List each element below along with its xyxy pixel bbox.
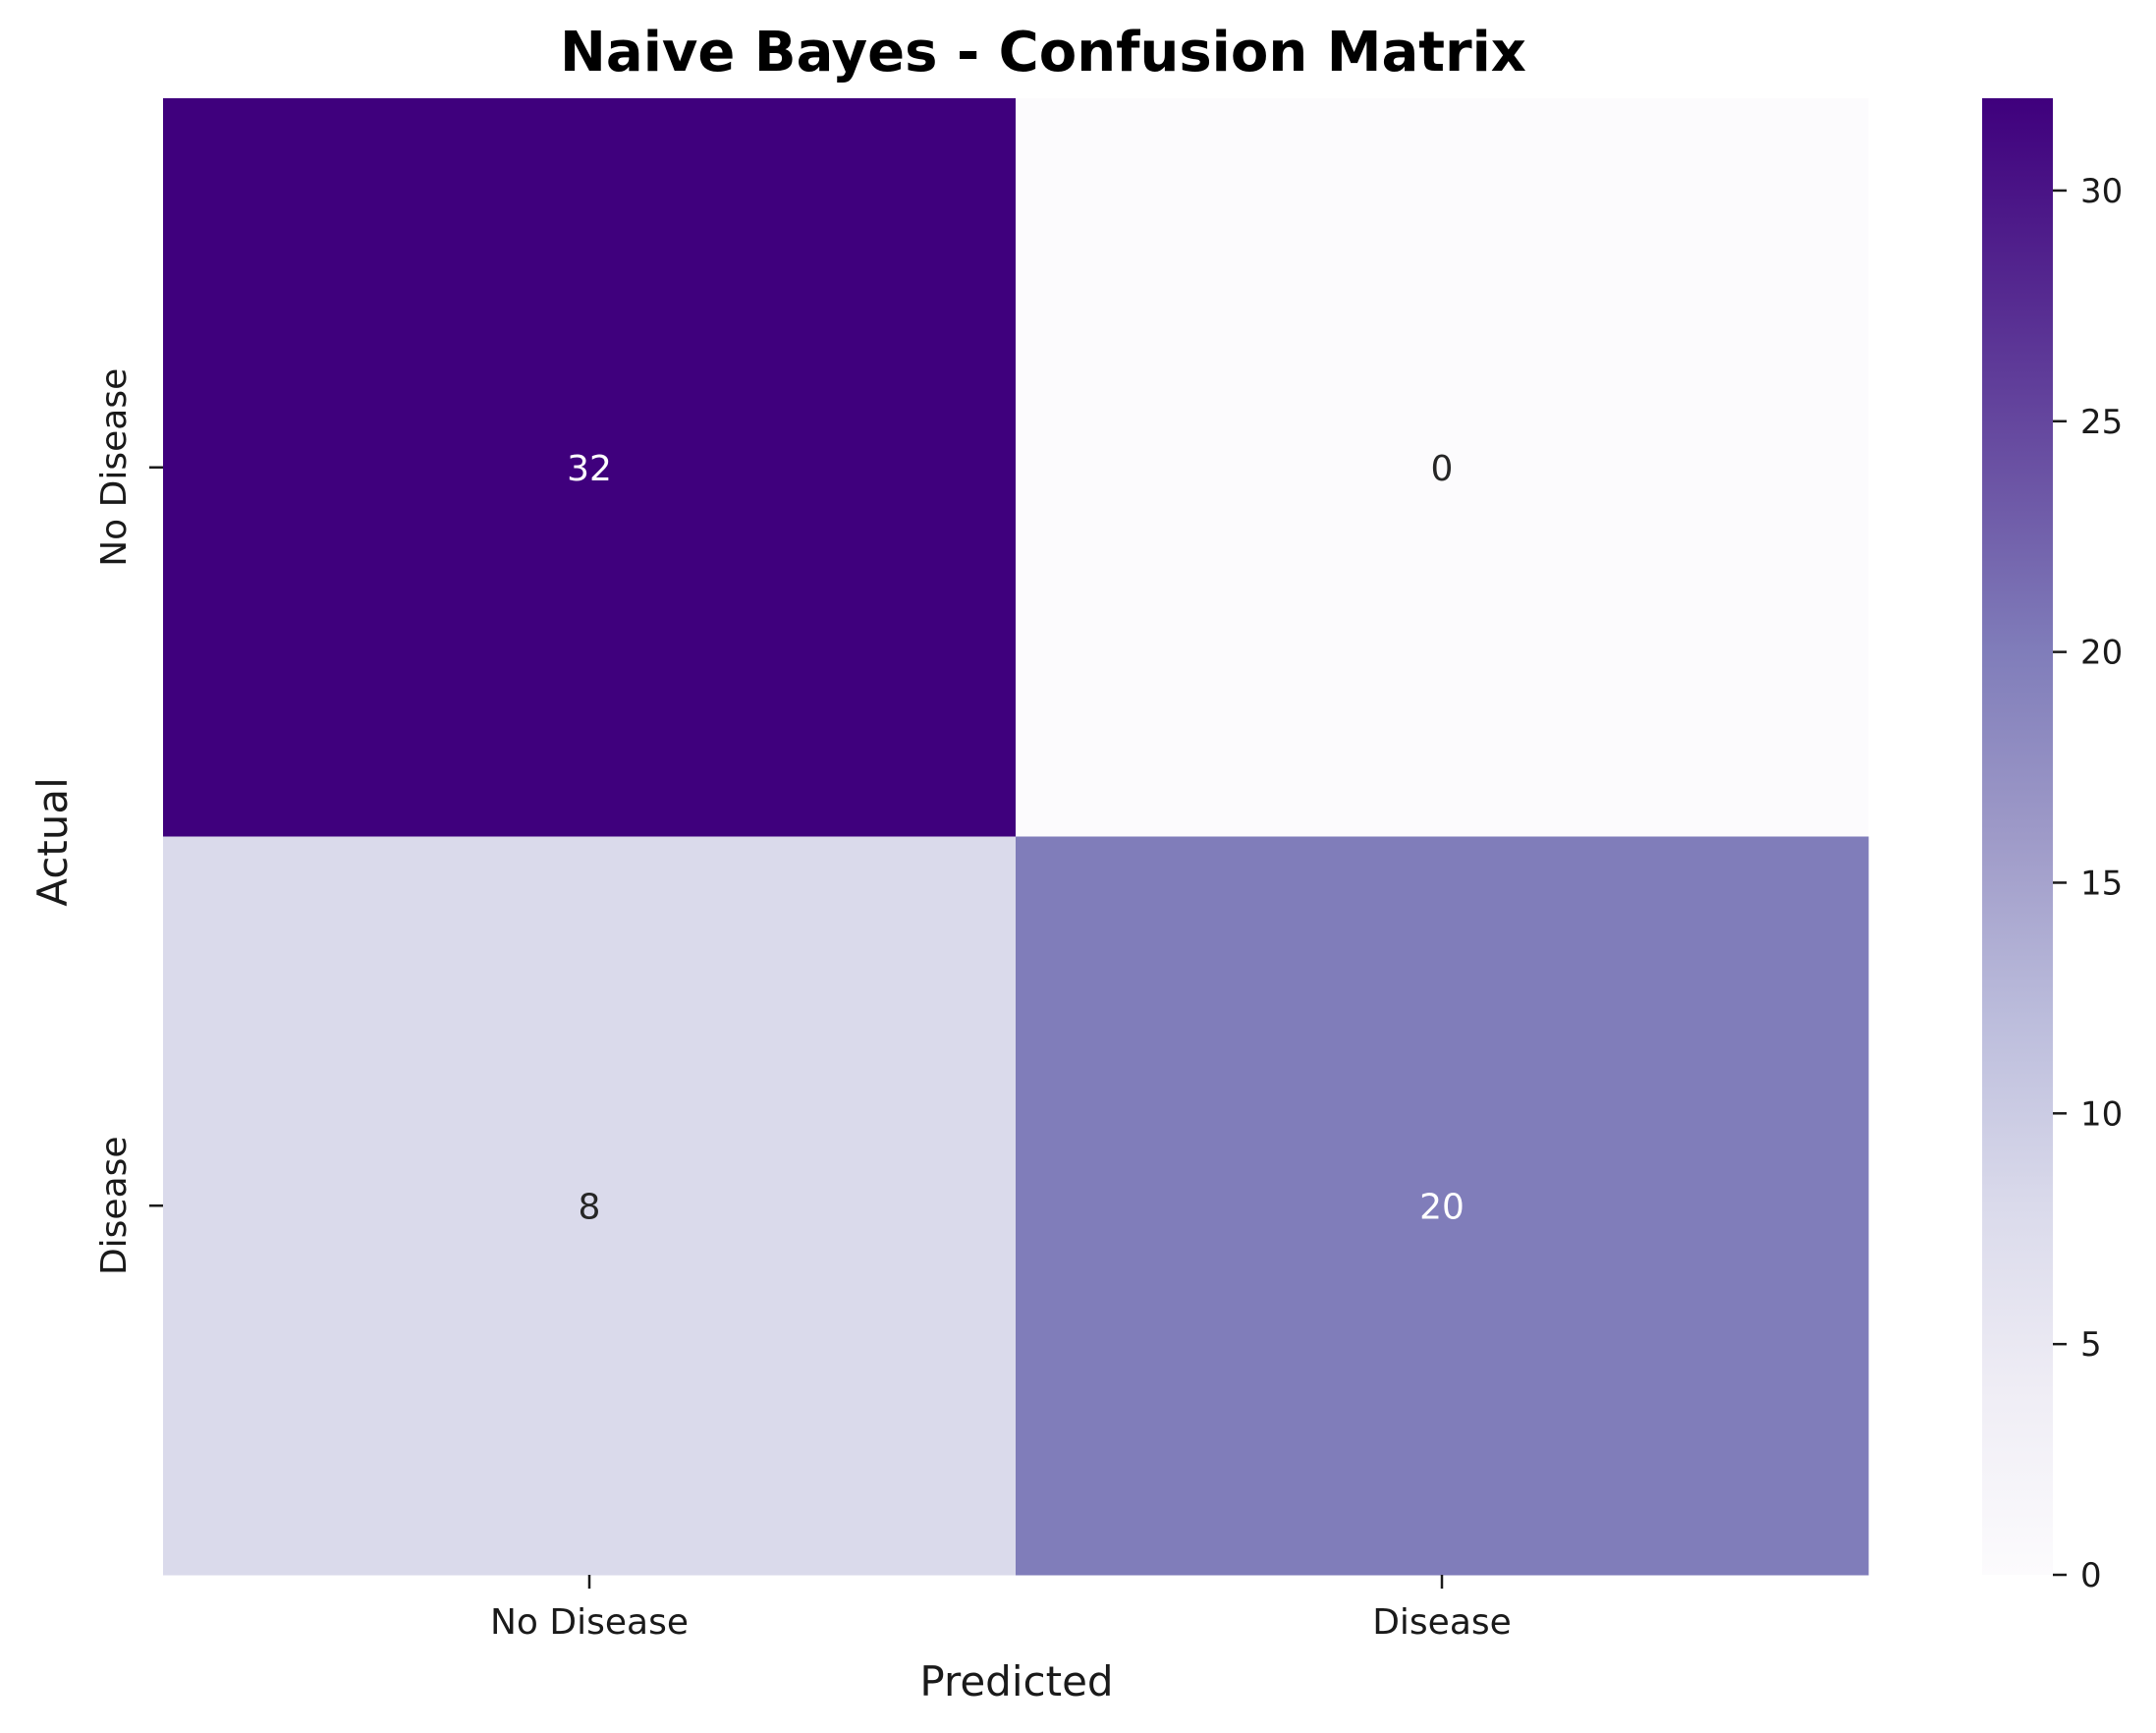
x-axis-label: Predicted (919, 1657, 1113, 1705)
x-tick-label: Disease (1372, 1602, 1512, 1643)
cell-value-label: 20 (1419, 1187, 1465, 1227)
chart-title: Naive Bayes - Confusion Matrix (560, 21, 1526, 84)
cell-value-label: 8 (579, 1187, 601, 1227)
y-tick-label: No Disease (94, 368, 135, 567)
colorbar (1982, 98, 2053, 1575)
heatmap-cell (163, 836, 1017, 1576)
heatmap-cell (1016, 836, 1869, 1576)
heatmap-cell (163, 98, 1017, 837)
heatmap-cell (1016, 98, 1869, 837)
colorbar-tick-label: 0 (2080, 1556, 2102, 1595)
colorbar-tick-label: 20 (2080, 634, 2123, 673)
colorbar-tick-label: 10 (2080, 1094, 2123, 1134)
x-axis-ticks: No Disease Disease (490, 1575, 1512, 1643)
colorbar-tick-label: 25 (2080, 403, 2123, 442)
y-axis-ticks: No Disease Disease (94, 368, 163, 1275)
colorbar-tick-label: 5 (2080, 1325, 2102, 1365)
colorbar-tick-label: 30 (2080, 172, 2123, 211)
heatmap-cells (163, 98, 1869, 1576)
y-tick-label: Disease (94, 1136, 135, 1275)
x-tick-label: No Disease (490, 1602, 689, 1643)
cell-labels: 32 0 8 20 (567, 449, 1465, 1228)
colorbar-tick-label: 15 (2080, 864, 2123, 903)
cell-value-label: 32 (567, 449, 612, 489)
colorbar-ticks: 0 5 10 15 20 25 30 (2053, 172, 2123, 1595)
cell-value-label: 0 (1431, 449, 1454, 489)
y-axis-label: Actual (28, 777, 77, 907)
